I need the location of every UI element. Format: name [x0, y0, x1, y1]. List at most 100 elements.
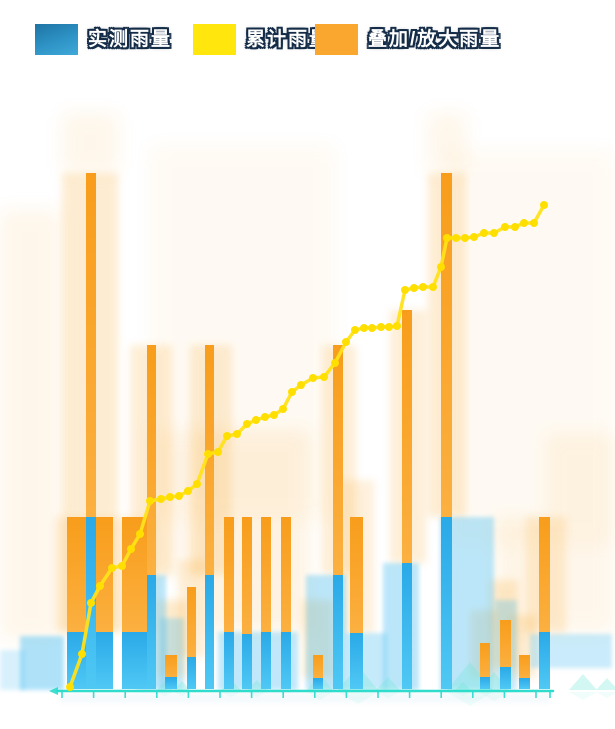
- amplified-bar[interactable]: [205, 345, 214, 575]
- cumulative-line-dot[interactable]: [297, 381, 305, 389]
- cumulative-line-dot[interactable]: [127, 545, 135, 553]
- measured-bar[interactable]: [519, 678, 530, 689]
- cumulative-line-dot[interactable]: [410, 284, 418, 292]
- bar-group[interactable]: [441, 173, 452, 689]
- cumulative-line-dot[interactable]: [419, 283, 427, 291]
- cumulative-line-dot[interactable]: [490, 229, 498, 237]
- cumulative-line-dot[interactable]: [429, 283, 437, 291]
- cumulative-line-dot[interactable]: [166, 493, 174, 501]
- cumulative-line-dot[interactable]: [377, 323, 385, 331]
- cumulative-line-dot[interactable]: [96, 582, 104, 590]
- cumulative-line-dot[interactable]: [437, 263, 445, 271]
- cumulative-line-dot[interactable]: [78, 650, 86, 658]
- amplified-bar[interactable]: [147, 345, 156, 575]
- bar-group[interactable]: [333, 345, 343, 689]
- cumulative-line-dot[interactable]: [530, 219, 538, 227]
- cumulative-line-dot[interactable]: [452, 234, 460, 242]
- cumulative-line-dot[interactable]: [309, 374, 317, 382]
- cumulative-line-dot[interactable]: [401, 286, 409, 294]
- amplified-bar[interactable]: [261, 517, 271, 632]
- amplified-bar[interactable]: [350, 517, 363, 633]
- cumulative-line-dot[interactable]: [108, 564, 116, 572]
- amplified-bar[interactable]: [187, 587, 196, 657]
- bar-group[interactable]: [187, 587, 196, 689]
- legend-item-measured[interactable]: 实测雨量: [35, 24, 172, 55]
- legend-item-cumulative[interactable]: 累计雨量: [193, 24, 330, 55]
- amplified-bar[interactable]: [165, 655, 177, 677]
- amplified-bar[interactable]: [224, 517, 234, 632]
- measured-bar[interactable]: [122, 632, 147, 689]
- amplified-bar[interactable]: [313, 655, 323, 678]
- cumulative-line-dot[interactable]: [385, 323, 393, 331]
- amplified-bar[interactable]: [441, 173, 452, 517]
- cumulative-line-dot[interactable]: [480, 229, 488, 237]
- measured-bar[interactable]: [147, 575, 156, 689]
- bar-group[interactable]: [147, 345, 156, 689]
- measured-bar[interactable]: [480, 677, 490, 689]
- measured-bar[interactable]: [205, 575, 214, 689]
- cumulative-line-dot[interactable]: [146, 497, 154, 505]
- cumulative-line-dot[interactable]: [233, 430, 241, 438]
- amplified-bar[interactable]: [242, 517, 252, 634]
- cumulative-line-dot[interactable]: [87, 599, 95, 607]
- legend-item-amplified[interactable]: 叠加/放大雨量: [315, 24, 501, 55]
- cumulative-line-dot[interactable]: [360, 324, 368, 332]
- cumulative-line-dot[interactable]: [261, 413, 269, 421]
- bar-group[interactable]: [261, 517, 271, 689]
- measured-bar[interactable]: [281, 632, 291, 689]
- measured-bar[interactable]: [333, 575, 343, 689]
- measured-bar[interactable]: [441, 517, 452, 689]
- measured-bar[interactable]: [539, 632, 550, 689]
- bar-group[interactable]: [165, 655, 177, 689]
- cumulative-line-dot[interactable]: [393, 322, 401, 330]
- measured-bar[interactable]: [350, 633, 363, 689]
- cumulative-line-dot[interactable]: [252, 416, 260, 424]
- measured-bar[interactable]: [187, 657, 196, 689]
- cumulative-line-dot[interactable]: [288, 388, 296, 396]
- measured-bar[interactable]: [261, 632, 271, 689]
- cumulative-line-dot[interactable]: [331, 359, 339, 367]
- cumulative-line-dot[interactable]: [193, 480, 201, 488]
- cumulative-line-dot[interactable]: [540, 201, 548, 209]
- amplified-bar[interactable]: [281, 517, 291, 632]
- cumulative-line-dot[interactable]: [136, 530, 144, 538]
- measured-bar[interactable]: [313, 678, 323, 689]
- bar-group[interactable]: [122, 517, 147, 689]
- amplified-bar[interactable]: [333, 345, 343, 575]
- bar-group[interactable]: [242, 517, 252, 689]
- amplified-bar[interactable]: [402, 310, 412, 563]
- cumulative-line-dot[interactable]: [243, 420, 251, 428]
- amplified-bar[interactable]: [539, 517, 550, 632]
- measured-bar[interactable]: [165, 677, 177, 689]
- amplified-bar[interactable]: [519, 655, 530, 678]
- cumulative-line-dot[interactable]: [511, 223, 519, 231]
- cumulative-line-dot[interactable]: [175, 492, 183, 500]
- cumulative-line-dot[interactable]: [351, 326, 359, 334]
- cumulative-line-dot[interactable]: [443, 234, 451, 242]
- amplified-bar[interactable]: [480, 643, 490, 677]
- cumulative-line-dot[interactable]: [118, 562, 126, 570]
- cumulative-line-dot[interactable]: [501, 223, 509, 231]
- measured-bar[interactable]: [242, 634, 252, 689]
- cumulative-line-dot[interactable]: [214, 448, 222, 456]
- measured-bar[interactable]: [224, 632, 234, 689]
- amplified-bar[interactable]: [86, 173, 96, 517]
- cumulative-line-dot[interactable]: [204, 450, 212, 458]
- bar-group[interactable]: [281, 517, 291, 689]
- measured-bar[interactable]: [402, 563, 412, 689]
- measured-bar[interactable]: [500, 667, 511, 689]
- bar-group[interactable]: [313, 655, 323, 689]
- bar-group[interactable]: [402, 310, 412, 689]
- cumulative-line-dot[interactable]: [270, 411, 278, 419]
- cumulative-line-dot[interactable]: [279, 405, 287, 413]
- cumulative-line-dot[interactable]: [157, 495, 165, 503]
- cumulative-line-dot[interactable]: [368, 324, 376, 332]
- cumulative-line-dot[interactable]: [461, 234, 469, 242]
- cumulative-line-dot[interactable]: [223, 432, 231, 440]
- cumulative-line-dot[interactable]: [470, 233, 478, 241]
- bar-group[interactable]: [519, 655, 530, 689]
- cumulative-line-dot[interactable]: [342, 338, 350, 346]
- cumulative-line-dot[interactable]: [320, 373, 328, 381]
- bar-group[interactable]: [500, 620, 511, 689]
- bar-group[interactable]: [539, 517, 550, 689]
